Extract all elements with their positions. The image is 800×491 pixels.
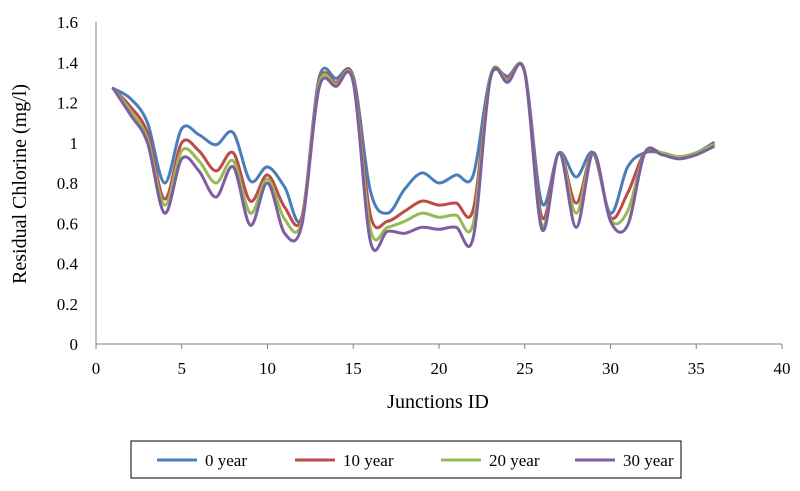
y-tick-label: 1: [70, 134, 79, 153]
legend-label-0: 0 year: [205, 451, 247, 470]
y-tick-label: 1.4: [57, 53, 79, 72]
x-tick-label: 40: [774, 359, 791, 378]
series-line-2: [111, 61, 715, 242]
legend: 0 year 10 year 20 year 30 year: [130, 440, 682, 479]
series-line-1: [111, 61, 715, 230]
y-axis-label: Residual Chlorine (mg/l): [9, 84, 31, 284]
y-tick-label: 0.6: [57, 214, 78, 233]
series-lines: [111, 61, 715, 252]
x-tick-label: 20: [431, 359, 448, 378]
x-tick-label: 5: [178, 359, 187, 378]
y-tick-label: 0: [70, 335, 79, 354]
x-tick-label: 25: [516, 359, 533, 378]
axes: [95, 22, 783, 349]
tick-labels: 0 0.2 0.4 0.6 0.8 1 1.2 1.4 1.6 0 5 10 15 20 25 30 35 40: [57, 13, 791, 378]
x-tick-label: 35: [688, 359, 705, 378]
y-tick-label: 1.2: [57, 94, 78, 113]
x-tick-label: 10: [259, 359, 276, 378]
y-tick-label: 1.6: [57, 13, 78, 32]
y-tick-label: 0.4: [57, 255, 79, 274]
legend-label-1: 10 year: [343, 451, 394, 470]
x-axis-label: Junctions ID: [387, 391, 489, 413]
series-line-3: [111, 62, 715, 252]
legend-label-3: 30 year: [623, 451, 674, 470]
series-line-0: [111, 62, 715, 224]
y-tick-label: 0.8: [57, 174, 78, 193]
legend-label-2: 20 year: [489, 451, 540, 470]
x-tick-label: 30: [602, 359, 619, 378]
x-tick-label: 15: [345, 359, 362, 378]
x-tick-label: 0: [92, 359, 101, 378]
y-tick-label: 0.2: [57, 295, 78, 314]
